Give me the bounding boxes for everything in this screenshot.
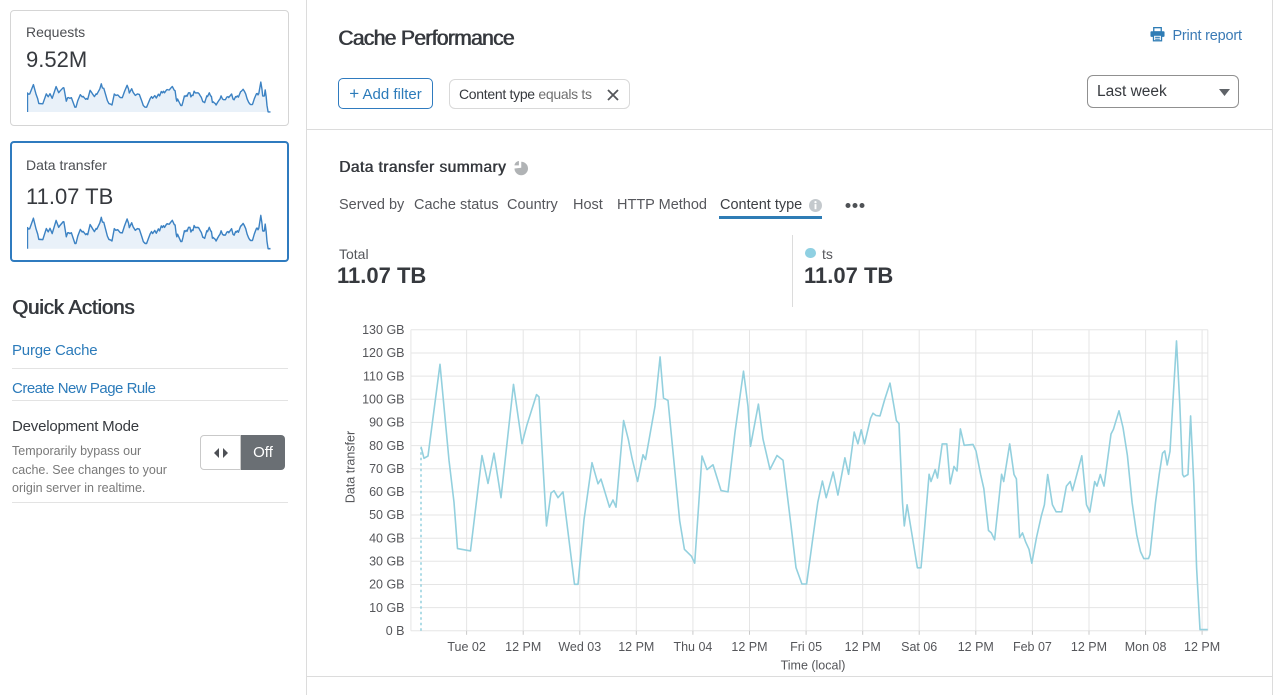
svg-text:60 GB: 60 GB [369,485,404,499]
svg-text:12 PM: 12 PM [618,640,654,654]
svg-text:20 GB: 20 GB [369,578,404,592]
svg-text:80 GB: 80 GB [369,439,404,453]
svg-text:12 PM: 12 PM [731,640,767,654]
svg-text:Wed 03: Wed 03 [558,640,601,654]
svg-text:40 GB: 40 GB [369,531,404,545]
svg-text:Mon 08: Mon 08 [1125,640,1167,654]
svg-text:30 GB: 30 GB [369,555,404,569]
svg-text:12 PM: 12 PM [958,640,994,654]
svg-text:Tue 02: Tue 02 [447,640,486,654]
svg-text:100 GB: 100 GB [362,393,404,407]
svg-text:12 PM: 12 PM [1184,640,1220,654]
svg-text:130 GB: 130 GB [362,323,404,337]
svg-text:12 PM: 12 PM [505,640,541,654]
svg-text:Time (local): Time (local) [781,659,846,673]
svg-text:110 GB: 110 GB [363,369,404,383]
svg-text:70 GB: 70 GB [369,462,404,476]
svg-text:Thu 04: Thu 04 [673,640,712,654]
svg-text:12 PM: 12 PM [845,640,881,654]
svg-text:Feb 07: Feb 07 [1013,640,1052,654]
svg-text:50 GB: 50 GB [369,508,404,522]
svg-text:Sat 06: Sat 06 [901,640,937,654]
svg-text:Fri 05: Fri 05 [790,640,822,654]
svg-text:90 GB: 90 GB [369,416,404,430]
svg-text:0 B: 0 B [386,624,405,638]
svg-text:Data transfer: Data transfer [344,431,358,503]
svg-text:12 PM: 12 PM [1071,640,1107,654]
svg-text:120 GB: 120 GB [362,346,404,360]
svg-text:10 GB: 10 GB [369,601,404,615]
